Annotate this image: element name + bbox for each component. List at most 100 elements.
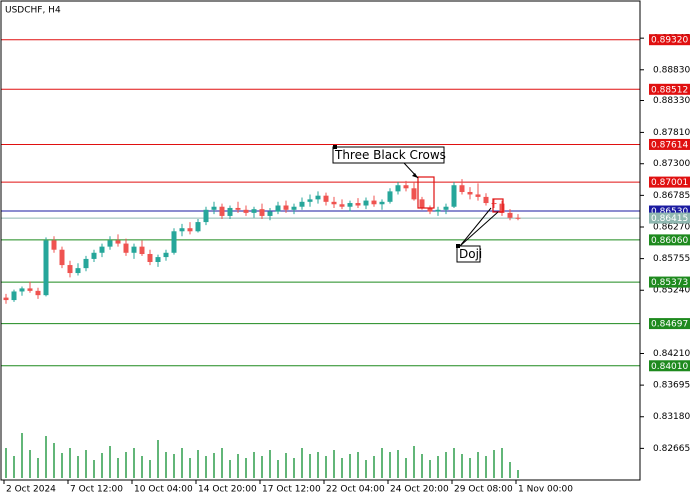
candle-body [283,205,289,210]
candle-body [75,268,81,274]
candle-body [315,195,321,200]
candle-body [307,199,313,202]
levels [1,39,640,367]
x-tick-label: 1 Nov 00:00 [518,485,573,495]
y-tick-label: 0.87810 [653,128,690,138]
level-tag [649,83,690,95]
y-tick-label: 0.85755 [653,254,690,264]
candle-body [3,297,9,301]
candle-body [179,228,185,232]
x-tick-label: 24 Oct 20:00 [390,485,449,495]
level-label: 0.86415 [651,214,688,224]
candle-body [515,217,521,219]
candle-body [459,185,465,192]
annotation-three-black-crows: Three Black Crows [332,145,446,209]
candle-body [275,205,281,212]
candle-body [203,209,209,223]
candle-body [419,199,425,208]
candle-body [427,207,433,212]
candle-body [443,206,449,210]
candle-body [51,240,57,250]
candle-body [67,265,73,274]
level-label: 0.85373 [651,278,688,288]
volumes [5,433,519,478]
x-tick-label: 22 Oct 04:00 [326,485,385,495]
level-label: 0.86060 [651,236,688,246]
candle-body [155,257,161,262]
candle-body [19,288,25,292]
candle-body [243,209,249,213]
level-label: 0.84010 [651,362,688,372]
candle-body [507,212,513,218]
candle-body [139,246,145,255]
label-box [456,245,481,263]
candle-body [435,209,441,212]
y-tick-label: 0.83180 [653,412,690,422]
candle-body [371,200,377,205]
level-tag [649,34,690,46]
candle-body [163,252,169,258]
candle-body [211,206,217,210]
candle-body [147,254,153,262]
candle-body [323,195,329,202]
candle-body [171,231,177,253]
candle-body [59,249,65,266]
candle-body [115,240,121,244]
level-tag [649,276,690,288]
level-label: 0.88512 [651,85,688,95]
candle-body [483,196,489,204]
candle-body [299,201,305,207]
level-label: 0.87001 [651,178,688,188]
y-tick-label: 0.84210 [653,349,690,359]
candle-body [379,201,385,205]
candles [3,179,521,304]
candle-body [291,206,297,210]
candle-body [387,191,393,202]
pattern-box [417,176,435,209]
candle-body [363,200,369,206]
annotation-text: Doji [459,247,482,261]
y-tick-label: 0.88330 [653,96,690,106]
candle-body [347,203,353,207]
y-tick-label: 0.83695 [653,381,690,391]
x-tick-label: 2 Oct 2024 [6,485,56,495]
level-tag [649,176,690,188]
plot-frame [0,0,641,481]
annotation-text: Three Black Crows [334,148,446,162]
candle-body [411,188,417,200]
chart-title: USDCHF, H4 [5,6,61,16]
candle-body [123,243,129,253]
candle-body [259,209,265,216]
candle-body [107,240,113,247]
candle-body [131,246,137,253]
level-tag [649,360,690,372]
candle-body [267,211,273,216]
candle-body [331,201,337,205]
arrow [459,207,492,247]
candle-body [403,185,409,189]
candle-body [91,252,97,259]
candle-body [475,194,481,197]
level-label: 0.86530 [651,207,688,217]
level-label: 0.84697 [651,320,688,330]
candle-body [395,185,401,192]
anchor [456,244,460,248]
y-tick-label: 0.87300 [653,159,690,169]
arrow [459,211,499,247]
candle-body [491,203,497,205]
arrow-head [412,173,418,178]
candle-body [43,240,49,296]
y-tick-label: 0.85240 [653,286,690,296]
axes: 0.893450.888300.883300.878100.873000.867… [3,34,690,495]
annotation-doji: Doji [456,198,504,263]
y-tick-label: 0.86270 [653,222,690,232]
candle-body [467,191,473,195]
candle-body [235,207,241,210]
candle-body [35,290,41,296]
candle-body [227,207,233,216]
candle-body [251,209,257,213]
y-tick-label: 0.82665 [653,444,690,454]
x-tick-label: 29 Oct 08:00 [454,485,513,495]
